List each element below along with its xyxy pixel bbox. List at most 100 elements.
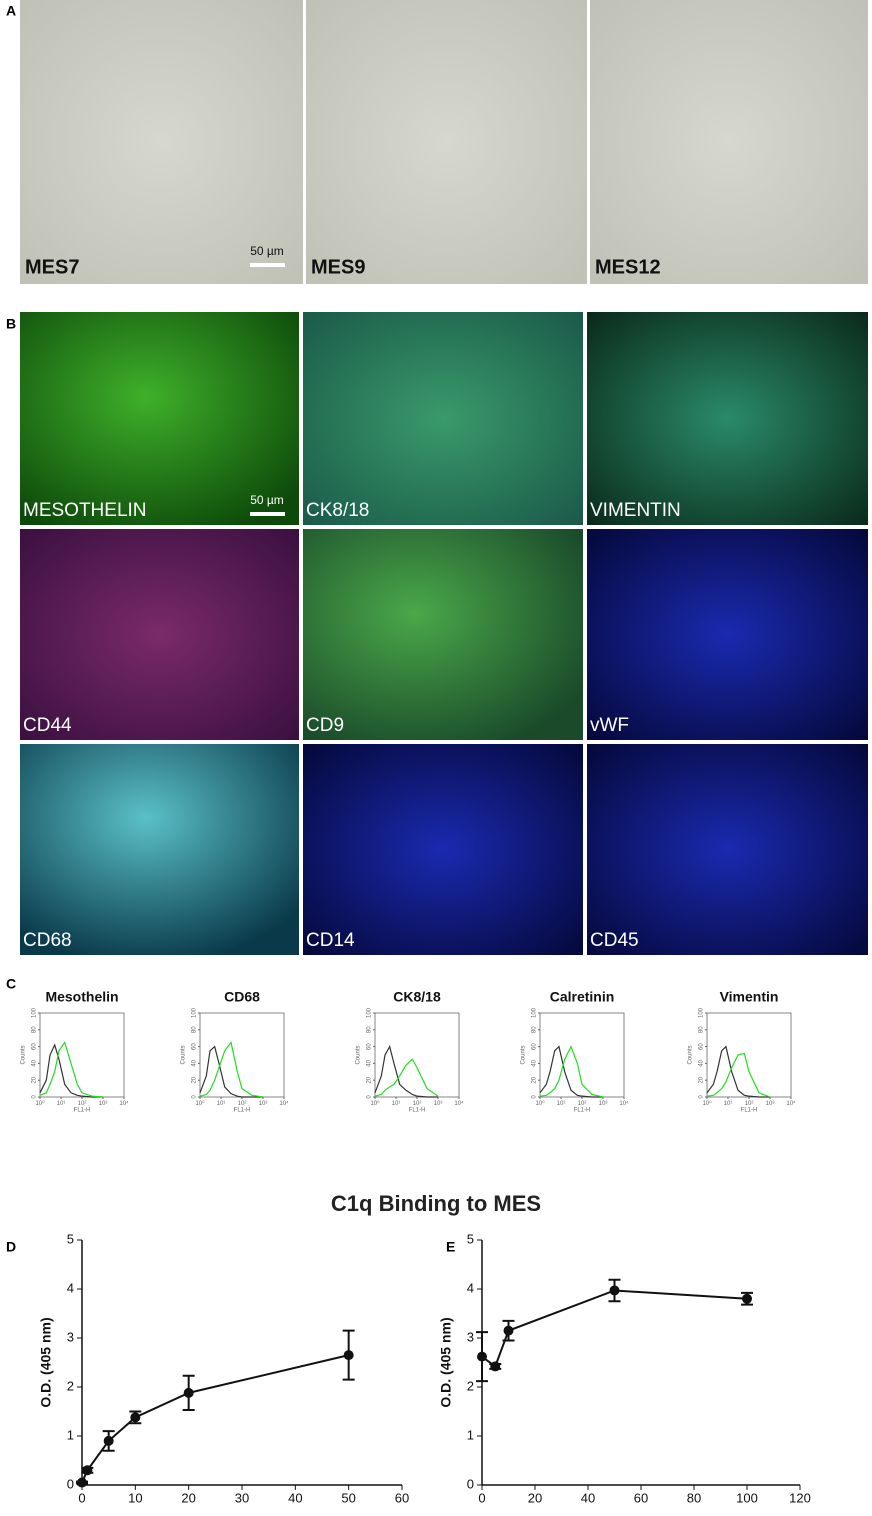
micrograph	[303, 744, 583, 955]
data-line	[81, 1354, 349, 1483]
data-line	[39, 1043, 103, 1098]
chart-title: Calretinin	[550, 989, 615, 1005]
x-tick-label: 10⁰	[35, 1100, 45, 1107]
y-tick-label: 100	[699, 1007, 705, 1018]
y-tick-label: 0	[699, 1095, 705, 1099]
scale-bar-label: 50 µm	[250, 244, 284, 258]
y-tick-label: 20	[532, 1076, 538, 1083]
y-tick-label: 20	[367, 1076, 373, 1083]
y-tick-label: 0	[192, 1095, 198, 1099]
x-tick-label: 10¹	[557, 1101, 566, 1107]
chart: 10⁰ 10¹ 10² 10³ 10⁴ 0 20 40 60 80 100 Calretinin FL1…	[521, 989, 629, 1114]
x-tick-label: 10⁴	[786, 1100, 796, 1107]
data-point	[103, 1435, 114, 1446]
y-tick-label: 60	[532, 1043, 538, 1050]
panel-letter: C	[6, 976, 16, 992]
x-tick-label: 10³	[766, 1101, 775, 1107]
y-tick-label: 80	[32, 1026, 38, 1033]
x-tick-label: 0	[78, 1491, 85, 1506]
x-tick-label: 10⁰	[535, 1100, 545, 1107]
figure-title: C1q Binding to MES	[331, 1191, 541, 1216]
y-tick-label: 80	[532, 1026, 538, 1033]
x-tick-label: 10⁴	[454, 1100, 464, 1107]
data-line	[706, 1052, 771, 1098]
x-tick-label: 10¹	[57, 1101, 66, 1107]
y-tick-label: 60	[367, 1043, 373, 1050]
data-line	[199, 1045, 263, 1098]
panel-letter: D	[6, 1239, 16, 1255]
y-tick-label: 40	[699, 1059, 705, 1066]
x-tick-label: 20	[181, 1491, 195, 1506]
y-tick-label: 4	[67, 1280, 74, 1295]
y-tick-label: 80	[699, 1026, 705, 1033]
micrograph	[303, 529, 583, 740]
y-tick-label: 100	[192, 1007, 198, 1018]
data-line	[199, 1040, 264, 1098]
micrograph-label: CD68	[23, 930, 72, 951]
data-line	[374, 1058, 439, 1097]
micrograph	[590, 0, 868, 284]
micrograph	[20, 0, 303, 284]
y-tick-label: 4	[467, 1280, 474, 1295]
plot-frame	[374, 1012, 460, 1098]
x-tick-label: 0	[478, 1491, 485, 1506]
x-tick-label: 80	[687, 1491, 701, 1506]
chart: 0102030405060012345C1q (µg/ml)O.D. (405 …	[38, 1231, 410, 1506]
y-tick-label: 60	[32, 1043, 38, 1050]
x-tick-label: 40	[288, 1491, 302, 1506]
y-tick-label: 5	[467, 1231, 474, 1246]
data-line	[374, 1044, 438, 1098]
chart: 10⁰ 10¹ 10² 10³ 10⁴ 0 20 40 60 80 100 Vimentin FL1-H…	[688, 989, 796, 1114]
x-tick-label: 10²	[578, 1101, 587, 1107]
x-tick-label: 10¹	[724, 1101, 733, 1107]
x-tick-label: 120	[789, 1491, 811, 1506]
micrograph-label: MESOTHELIN	[23, 500, 147, 521]
x-tick-label: 10²	[78, 1101, 87, 1107]
y-tick-label: 3	[67, 1329, 74, 1344]
x-tick-label: 10¹	[217, 1101, 226, 1107]
data-point	[742, 1293, 752, 1304]
y-tick-label: 40	[32, 1059, 38, 1066]
micrograph	[587, 529, 868, 740]
micrograph-label: CD9	[306, 715, 344, 736]
y-axis-label: Counts	[181, 1045, 187, 1064]
micrographs: MES7 MES9 MES12 50 µm MESOTHELIN CK8/18 VIMENT…	[20, 0, 868, 955]
chart-title: CK8/18	[393, 989, 441, 1005]
x-axis-label: FL1-H	[741, 1108, 758, 1114]
y-axis-label: Counts	[356, 1045, 362, 1064]
x-tick-label: 10	[128, 1491, 142, 1506]
micrograph	[20, 529, 299, 740]
y-tick-label: 80	[192, 1026, 198, 1033]
x-tick-label: 10²	[238, 1101, 247, 1107]
x-axis-label: FL1-H	[74, 1108, 91, 1114]
micrograph-label: MES9	[311, 256, 365, 278]
x-tick-label: 10³	[599, 1101, 608, 1107]
x-tick-label: 30	[235, 1491, 249, 1506]
data-line	[539, 1045, 603, 1098]
y-tick-label: 20	[192, 1076, 198, 1083]
charts: 10⁰ 10¹ 10² 10³ 10⁴020406080100MesothelinFL1…	[21, 989, 811, 1506]
x-tick-label: 10³	[99, 1101, 108, 1107]
y-tick-label: 0	[532, 1095, 538, 1099]
micrograph	[20, 744, 299, 955]
data-point	[477, 1351, 487, 1362]
chart: 10⁰ 10¹ 10² 10³ 10⁴ 0 20 40 60 80 100 CD68 FL1-H Coun…	[181, 989, 289, 1114]
micrograph	[303, 312, 583, 525]
micrograph-label: CK8/18	[306, 500, 369, 521]
y-tick-label: 1	[67, 1427, 74, 1442]
micrograph-label: vWF	[590, 715, 629, 736]
x-tick-label: 20	[528, 1491, 542, 1506]
x-tick-label: 10⁰	[702, 1100, 712, 1107]
y-axis-label: Counts	[688, 1045, 694, 1064]
data-point	[503, 1325, 514, 1336]
y-tick-label: 20	[699, 1076, 705, 1083]
y-tick-label: 1	[467, 1427, 474, 1442]
x-tick-label: 10⁰	[195, 1100, 205, 1107]
chart-title: Mesothelin	[45, 989, 118, 1005]
x-tick-label: 100	[736, 1491, 758, 1506]
y-tick-label: 100	[532, 1007, 538, 1018]
y-tick-label: 60	[192, 1043, 198, 1050]
micrograph	[306, 0, 587, 284]
chart-title: Vimentin	[720, 989, 779, 1005]
y-tick-label: 2	[467, 1378, 474, 1393]
